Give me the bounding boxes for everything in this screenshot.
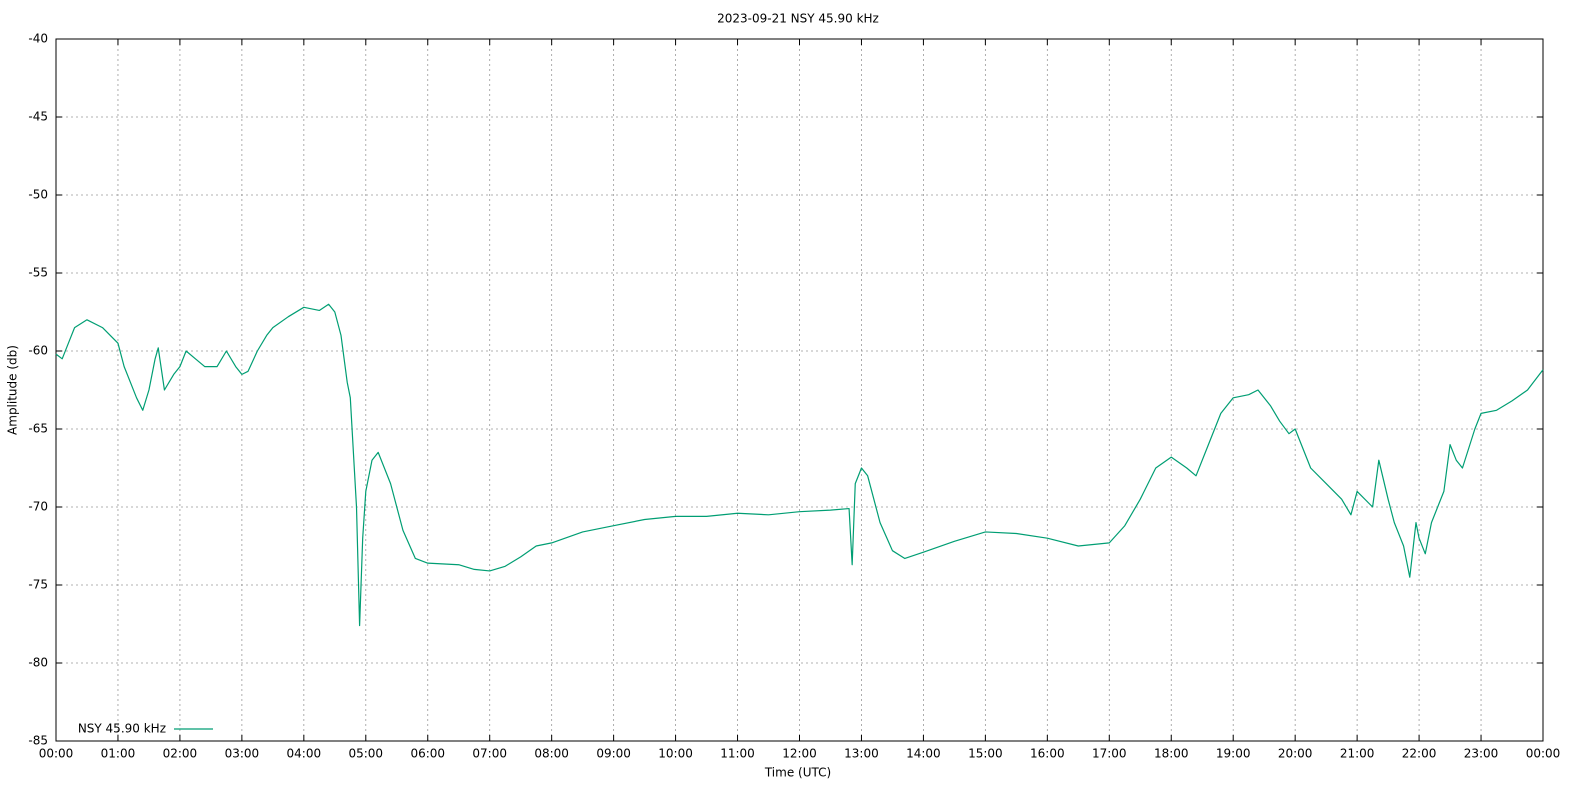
y-tick-label: -55 <box>28 266 48 280</box>
y-tick-label: -65 <box>28 422 48 436</box>
chart-title: 2023-09-21 NSY 45.90 kHz <box>717 12 879 26</box>
x-axis-label: Time (UTC) <box>764 766 831 780</box>
x-tick-label: 15:00 <box>968 747 1003 761</box>
x-tick-label: 09:00 <box>596 747 631 761</box>
x-tick-label: 08:00 <box>534 747 569 761</box>
x-tick-label: 00:00 <box>1526 747 1561 761</box>
legend-label: NSY 45.90 kHz <box>78 722 166 736</box>
y-tick-label: -75 <box>28 578 48 592</box>
y-tick-label: -40 <box>28 32 48 46</box>
y-tick-label: -70 <box>28 500 48 514</box>
plot-border <box>55 38 1544 742</box>
y-tick-label: -80 <box>28 656 48 670</box>
y-tick-label: -85 <box>28 734 48 748</box>
x-tick-label: 03:00 <box>225 747 260 761</box>
y-tick-label: -45 <box>28 110 48 124</box>
x-tick-label: 16:00 <box>1030 747 1065 761</box>
data-line <box>55 303 1544 627</box>
x-tick-label: 20:00 <box>1278 747 1313 761</box>
x-tick-label: 01:00 <box>101 747 136 761</box>
x-tick-label: 07:00 <box>472 747 507 761</box>
x-tick-label: 22:00 <box>1402 747 1437 761</box>
x-tick-label: 14:00 <box>906 747 941 761</box>
x-tick-label: 10:00 <box>658 747 693 761</box>
y-axis-label: Amplitude (db) <box>6 345 20 435</box>
y-tick-label: -60 <box>28 344 48 358</box>
x-tick-label: 04:00 <box>287 747 322 761</box>
x-tick-label: 02:00 <box>163 747 198 761</box>
x-tick-label: 13:00 <box>844 747 879 761</box>
x-tick-label: 21:00 <box>1340 747 1375 761</box>
x-tick-label: 23:00 <box>1464 747 1499 761</box>
y-tick-label: -50 <box>28 188 48 202</box>
x-tick-label: 19:00 <box>1216 747 1251 761</box>
x-tick-label: 18:00 <box>1154 747 1189 761</box>
x-tick-label: 06:00 <box>410 747 445 761</box>
x-tick-label: 11:00 <box>720 747 755 761</box>
x-tick-label: 17:00 <box>1092 747 1127 761</box>
x-tick-label: 05:00 <box>348 747 383 761</box>
x-tick-label: 00:00 <box>39 747 74 761</box>
x-tick-label: 12:00 <box>782 747 817 761</box>
